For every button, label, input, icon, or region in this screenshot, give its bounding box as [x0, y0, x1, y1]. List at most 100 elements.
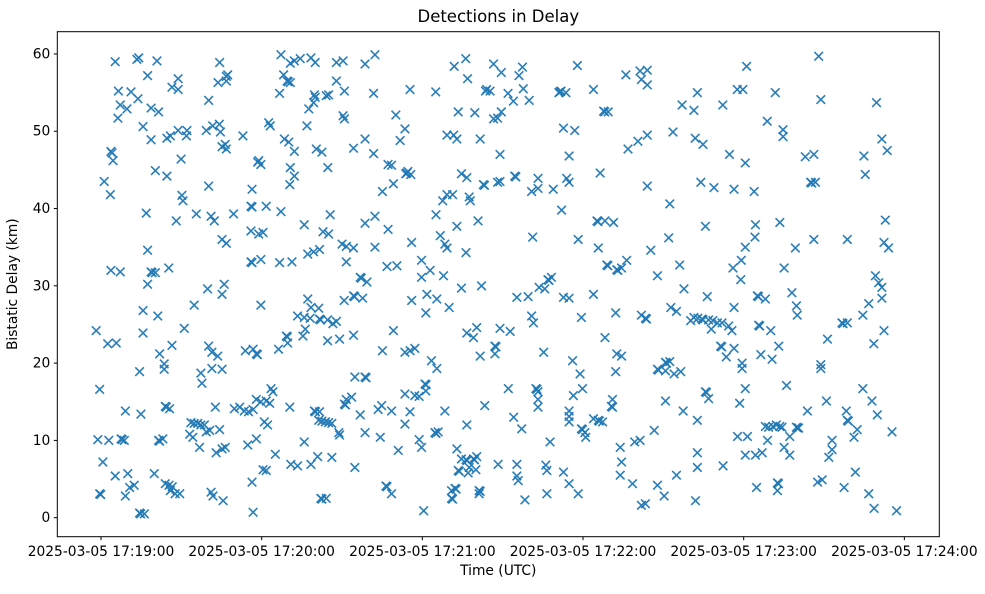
scatter-point [274, 88, 285, 99]
scatter-point [422, 289, 432, 300]
scatter-point [721, 352, 732, 362]
scatter-point [729, 343, 739, 354]
scatter-point [539, 284, 550, 294]
scatter-point [341, 241, 352, 252]
scatter-point [176, 154, 186, 164]
scatter-point [258, 227, 268, 238]
scatter-point [154, 348, 165, 359]
scatter-point [493, 459, 503, 470]
scatter-point [882, 145, 893, 156]
scatter-point [133, 93, 143, 104]
scatter-point [377, 186, 388, 197]
scatter-point [621, 255, 632, 266]
scatter-point [580, 432, 591, 443]
scatter-point [299, 437, 310, 447]
scatter-point [610, 366, 621, 377]
scatter-point [211, 447, 222, 458]
scatter-point [821, 396, 832, 406]
scatter-point [278, 69, 289, 80]
scatter-point [573, 488, 584, 499]
scatter-point [827, 435, 837, 446]
scatter-point [564, 478, 574, 489]
scatter-point [276, 49, 286, 60]
scatter-point [723, 321, 734, 331]
scatter-point [442, 243, 452, 253]
scatter-point [433, 427, 444, 437]
scatter-point [132, 54, 142, 65]
scatter-point [282, 338, 293, 348]
scatter-point [405, 406, 415, 417]
scatter-point [346, 392, 357, 402]
scatter-point [153, 107, 164, 117]
scatter-point [243, 406, 254, 417]
scatter-point [718, 461, 728, 471]
scatter-point [273, 344, 284, 355]
scatter-point [447, 189, 458, 200]
scatter-point [217, 364, 227, 375]
scatter-point [300, 324, 311, 334]
scatter-point [289, 146, 300, 157]
scatter-point [760, 294, 771, 304]
scatter-point [485, 86, 495, 96]
scatter-point [439, 406, 450, 416]
scatter-point [514, 70, 524, 81]
scatter-point [781, 380, 792, 391]
scatter-point [492, 113, 503, 123]
x-tick-label: 2025-03-05 17:23:00 [670, 544, 817, 560]
scatter-point [510, 171, 521, 182]
scatter-point [616, 263, 627, 273]
scatter-point [765, 325, 776, 336]
scatter-point [102, 338, 113, 349]
x-axis-ticks: 2025-03-05 17:19:00 2025-03-05 17:20:00 20… [28, 536, 978, 560]
scatter-point [863, 488, 874, 499]
scatter-point [461, 247, 471, 258]
scatter-point [388, 178, 399, 189]
scatter-point [471, 451, 482, 462]
scatter-point [348, 330, 359, 341]
scatter-point [382, 261, 392, 272]
scatter-point [136, 409, 146, 419]
scatter-point [302, 249, 313, 260]
scatter-point [214, 57, 225, 68]
scatter-point [197, 378, 207, 389]
scatter-point [717, 318, 727, 328]
scatter-point [496, 107, 507, 117]
scatter-point [219, 279, 230, 290]
scatter-point [311, 144, 322, 154]
scatter-point [689, 105, 699, 116]
scatter-point [597, 416, 608, 427]
scatter-point [425, 265, 435, 276]
scatter-point [146, 103, 156, 113]
scatter-point [341, 256, 352, 267]
scatter-point [322, 335, 333, 346]
scatter-point [663, 233, 674, 243]
scatter-point [150, 267, 161, 278]
scatter-point [91, 325, 102, 336]
scatter-point [134, 366, 145, 377]
scatter-point [331, 316, 342, 327]
scatter-point [405, 345, 415, 356]
scatter-point [548, 184, 559, 195]
scatter-point [289, 56, 300, 66]
scatter-point [770, 87, 781, 98]
scatter-point [326, 452, 337, 463]
scatter-point [170, 488, 181, 499]
scatter-point [600, 216, 610, 226]
scatter-point [873, 277, 884, 288]
scatter-point [212, 351, 223, 362]
scatter-point [167, 340, 177, 351]
scatter-point [368, 88, 379, 99]
scatter-point [469, 107, 480, 118]
scatter-point [762, 116, 773, 127]
scatter-point [142, 279, 153, 290]
scatter-point [664, 356, 675, 367]
scatter-point [887, 427, 897, 437]
scatter-point [843, 416, 854, 426]
scatter-point [859, 151, 869, 161]
scatter-point [449, 61, 460, 72]
scatter-point [147, 267, 158, 278]
scatter-point [217, 444, 227, 454]
scatter-point [505, 326, 516, 337]
scatter-point [406, 237, 417, 248]
